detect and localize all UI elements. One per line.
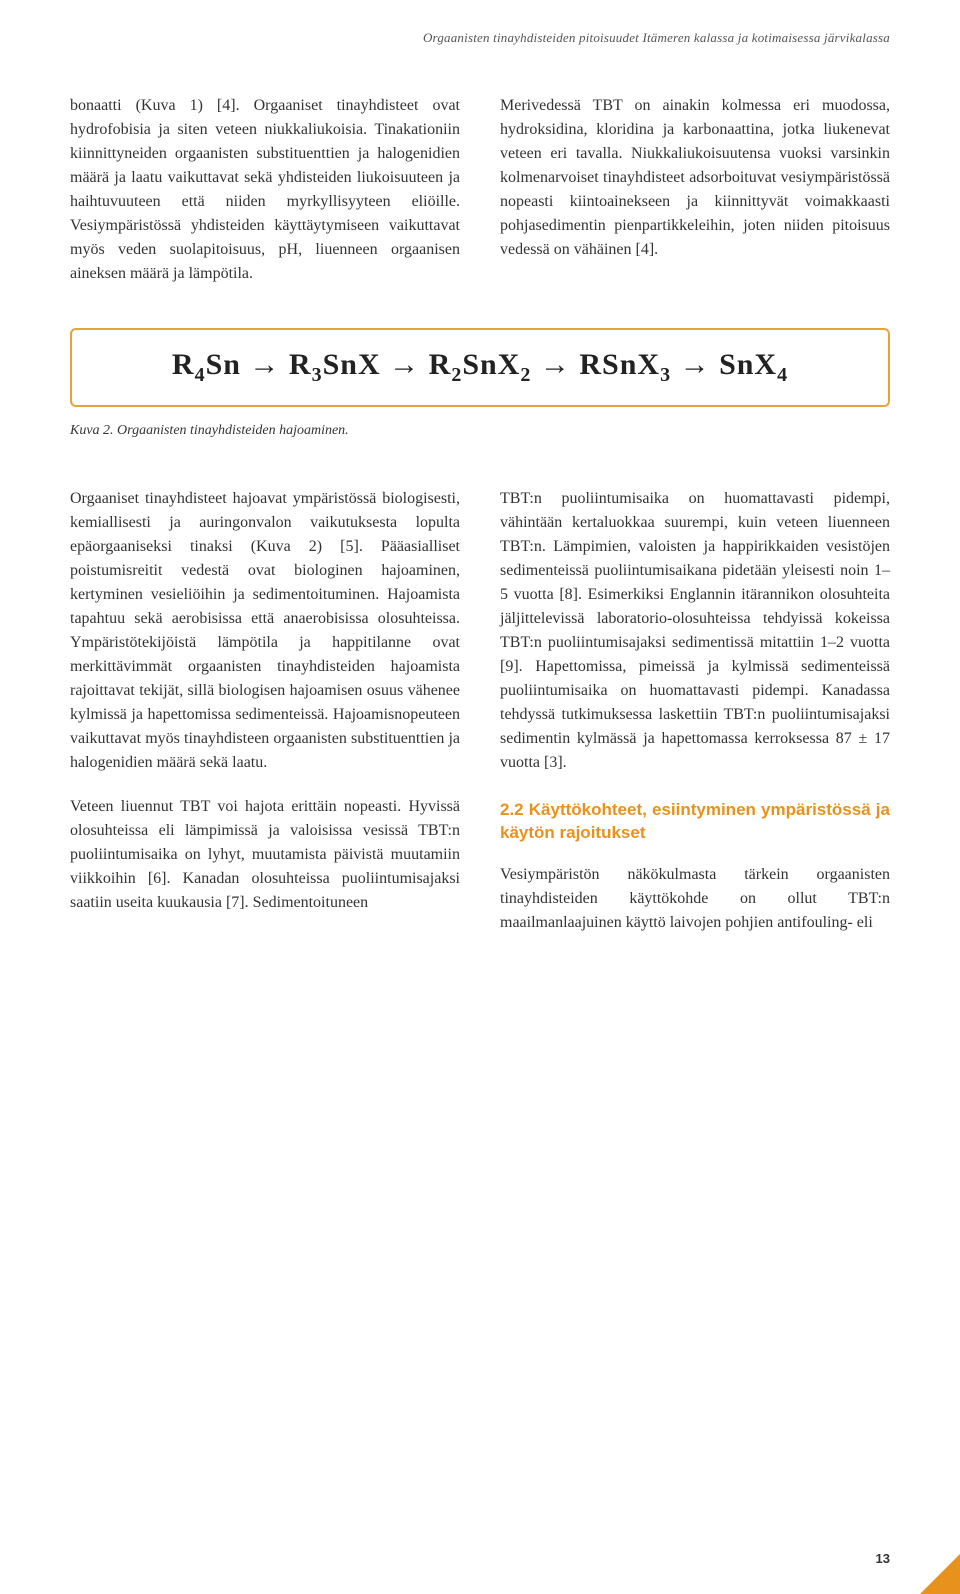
figure-caption: Kuva 2. Orgaanisten tinayhdisteiden hajo… — [70, 423, 890, 439]
page-corner-marker — [920, 1554, 960, 1594]
top-right-column: Merivedessä TBT on ainakin kolmessa eri … — [500, 94, 890, 286]
page-number: 13 — [876, 1551, 890, 1566]
body-paragraph: bonaatti (Kuva 1) [4]. Orgaaniset tinayh… — [70, 94, 460, 286]
top-left-column: bonaatti (Kuva 1) [4]. Orgaaniset tinayh… — [70, 94, 460, 286]
body-paragraph: Vesiympäristön näkökulmasta tärkein orga… — [500, 863, 890, 935]
bottom-left-column: Orgaaniset tinayhdisteet hajoavat ympäri… — [70, 487, 460, 935]
body-paragraph: TBT:n puoliintumisaika on huomattavasti … — [500, 487, 890, 775]
body-paragraph: Veteen liuennut TBT voi hajota erittäin … — [70, 795, 460, 915]
top-columns: bonaatti (Kuva 1) [4]. Orgaaniset tinayh… — [70, 94, 890, 286]
running-header: Orgaanisten tinayhdisteiden pitoisuudet … — [70, 30, 890, 46]
body-paragraph: Merivedessä TBT on ainakin kolmessa eri … — [500, 94, 890, 262]
bottom-columns: Orgaaniset tinayhdisteet hajoavat ympäri… — [70, 487, 890, 935]
body-paragraph: Orgaaniset tinayhdisteet hajoavat ympäri… — [70, 487, 460, 775]
reaction-formula-box: R4Sn → R3SnX → R2SnX2 → RSnX3 → SnX4 — [70, 328, 890, 407]
bottom-right-column: TBT:n puoliintumisaika on huomattavasti … — [500, 487, 890, 935]
section-heading: 2.2 Käyttökohteet, esiintyminen ympärist… — [500, 799, 890, 845]
